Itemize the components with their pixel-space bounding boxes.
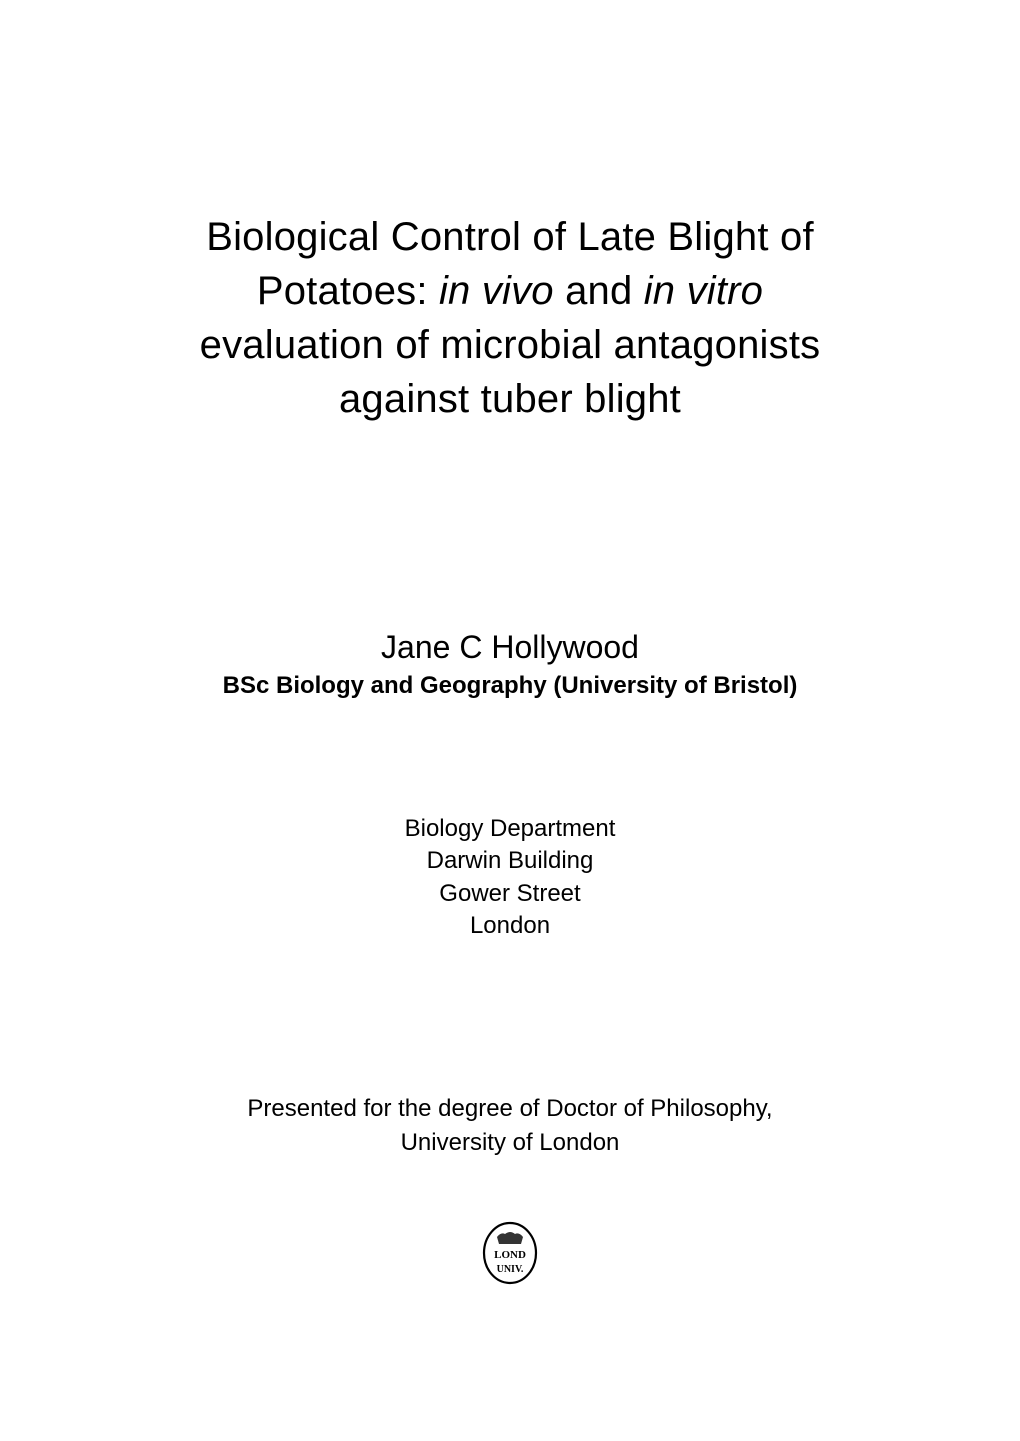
department-block: Biology Department Darwin Building Gower… [405,813,616,943]
department-line-3: Gower Street [405,878,616,910]
title-line-1: Biological Control of Late Blight of [200,210,821,264]
author-name: Jane C Hollywood [223,626,798,669]
university-seal-icon: LOND UNIV. [481,1220,539,1286]
department-line-2: Darwin Building [405,845,616,877]
title-line-2: Potatoes: in vivo and in vitro [200,264,821,318]
presented-line-2: University of London [247,1126,772,1160]
title-italic-in-vivo: in vivo [439,269,554,313]
title-page: Biological Control of Late Blight of Pot… [0,0,1020,1441]
seal-text-bottom: UNIV. [497,1264,524,1275]
thesis-title: Biological Control of Late Blight of Pot… [200,210,821,426]
author-degree: BSc Biology and Geography (University of… [223,669,798,703]
title-line-2-mid: and [554,269,644,313]
title-italic-in-vitro: in vitro [644,269,763,313]
title-line-4: against tuber blight [200,372,821,426]
title-line-2-prefix: Potatoes: [257,269,439,313]
department-line-4: London [405,910,616,942]
presented-for-block: Presented for the degree of Doctor of Ph… [247,1092,772,1159]
seal-text-top: LOND [494,1249,526,1261]
presented-line-1: Presented for the degree of Doctor of Ph… [247,1092,772,1126]
author-block: Jane C Hollywood BSc Biology and Geograp… [223,626,798,703]
title-line-3: evaluation of microbial antagonists [200,318,821,372]
department-line-1: Biology Department [405,813,616,845]
